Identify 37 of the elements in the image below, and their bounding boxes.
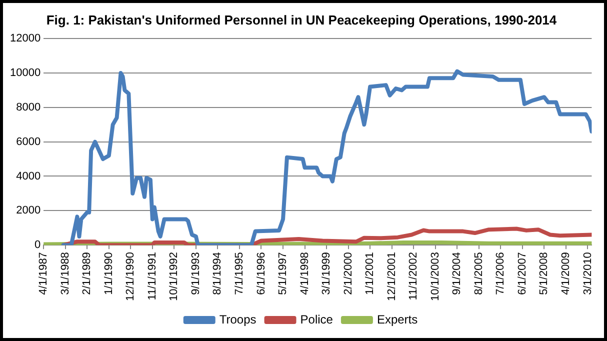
x-tick-label: 6/1/2007	[516, 252, 528, 295]
x-tick-label: 5/1/2008	[538, 252, 550, 295]
x-tick-label: 11/1/2002	[408, 252, 420, 300]
legend-label: Experts	[376, 312, 418, 326]
x-tick-label: 8/1/1994	[212, 252, 224, 295]
x-tick-label: 8/1/2005	[472, 252, 485, 295]
x-tick-label: 9/1/1993	[190, 252, 202, 295]
x-tick-label: 3/1/2010	[582, 252, 594, 295]
y-tick-label: 6000	[16, 136, 41, 148]
x-tick-label: 7/1/2006	[494, 252, 507, 295]
x-tick-label: 12/1/1990	[124, 252, 137, 301]
chart-title: Fig. 1: Pakistan's Uniformed Personnel in UN Peacekeeping Operations, 1990-2014	[46, 12, 558, 28]
x-tick-label: 5/1/1997	[277, 252, 290, 295]
x-tick-label: 10/1/2003	[429, 252, 442, 301]
x-tick-label: 9/1/2004	[451, 252, 464, 295]
x-tick-label: 3/1/1988	[59, 252, 72, 295]
x-tick-label: 7/1/1995	[234, 252, 246, 295]
x-tick-label: 11/1/1991	[146, 252, 158, 300]
x-tick-label: 3/1/1999	[320, 252, 333, 295]
legend-label: Troops	[219, 312, 256, 326]
x-tick-label: 1/1/2001	[364, 252, 376, 295]
x-tick-label: 1/1/1990	[102, 252, 115, 295]
legend-label: Police	[300, 312, 334, 326]
x-tick-label: 4/1/2009	[560, 252, 572, 295]
y-tick-label: 4000	[16, 170, 41, 182]
x-tick-label: 12/1/2001	[386, 252, 398, 301]
x-tick-label: 2/1/1989	[81, 252, 94, 295]
y-tick-label: 2000	[16, 204, 41, 217]
x-tick-label: 4/1/1998	[298, 252, 311, 295]
y-tick-label: 0	[34, 239, 41, 252]
x-tick-label: 6/1/1996	[255, 252, 268, 295]
y-tick-label: 8000	[16, 101, 41, 114]
x-tick-label: 10/1/1992	[168, 252, 180, 301]
y-tick-label: 10000	[10, 67, 41, 80]
x-tick-label: 4/1/1987	[38, 252, 50, 295]
x-tick-label: 2/1/2000	[342, 252, 354, 295]
y-tick-label: 12000	[10, 32, 41, 45]
